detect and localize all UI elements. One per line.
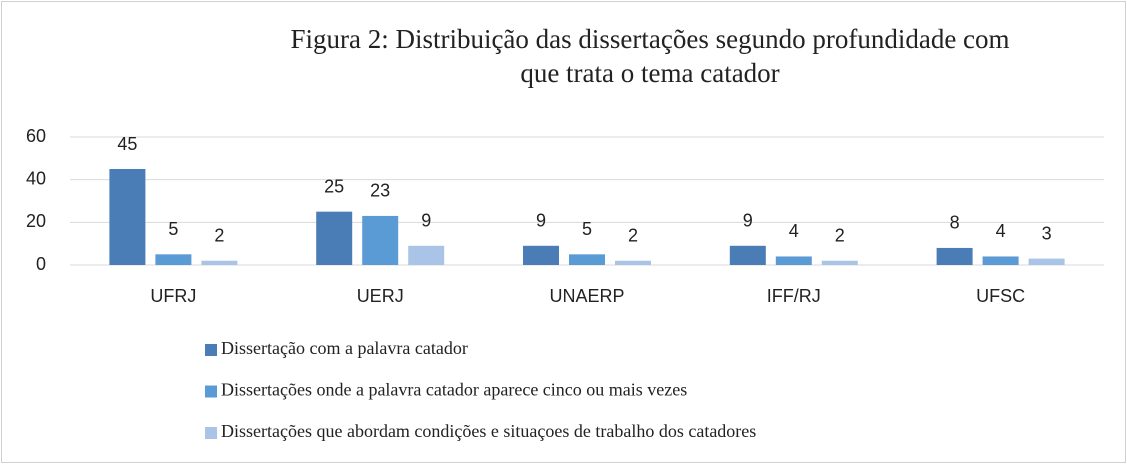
bar (936, 247, 973, 265)
bar (316, 211, 353, 265)
value-label: 5 (582, 219, 592, 239)
value-label: 25 (324, 176, 344, 196)
bar (821, 260, 858, 265)
bar (408, 245, 445, 265)
value-label: 9 (421, 211, 431, 231)
legend-swatch (205, 344, 217, 356)
value-label: 2 (214, 225, 224, 245)
x-tick-label: UFRJ (150, 286, 196, 306)
value-label: 23 (370, 181, 390, 201)
value-label: 3 (1042, 223, 1052, 243)
y-tick-label: 0 (36, 254, 46, 274)
bar (201, 260, 238, 265)
value-label: 8 (950, 213, 960, 233)
bar (523, 245, 559, 265)
legend-label: Dissertações que abordam condições e sit… (221, 421, 756, 441)
chart-title: Figura 2: Distribuição das dissertações … (290, 24, 1009, 54)
legend-label: Dissertações onde a palavra catador apar… (221, 380, 687, 400)
bar (615, 260, 651, 265)
value-label: 45 (117, 134, 137, 154)
bar (775, 256, 812, 265)
bar (362, 215, 399, 265)
value-label: 4 (789, 221, 799, 241)
bar (569, 254, 605, 265)
chart-title: que trata o tema catador (520, 58, 779, 88)
x-tick-label: UFSC (976, 286, 1025, 306)
legend-swatch (205, 385, 217, 398)
bar (982, 256, 1019, 265)
value-label: 4 (996, 221, 1006, 241)
value-label: 2 (628, 225, 638, 245)
bar (155, 254, 192, 265)
bar (1028, 258, 1065, 265)
x-tick-label: UNAERP (549, 286, 624, 306)
value-label: 9 (743, 211, 753, 231)
value-label: 5 (168, 219, 178, 239)
bar (729, 245, 766, 265)
value-label: 9 (536, 211, 546, 231)
legend-label: Dissertação com a palavra catador (221, 338, 468, 358)
y-tick-label: 60 (26, 126, 46, 146)
x-tick-label: IFF/RJ (767, 286, 821, 306)
legend-swatch (205, 427, 217, 439)
y-tick-label: 40 (26, 168, 46, 188)
value-label: 2 (835, 225, 845, 245)
bar (109, 169, 146, 265)
y-tick-label: 20 (26, 211, 46, 231)
x-tick-label: UERJ (357, 286, 404, 306)
